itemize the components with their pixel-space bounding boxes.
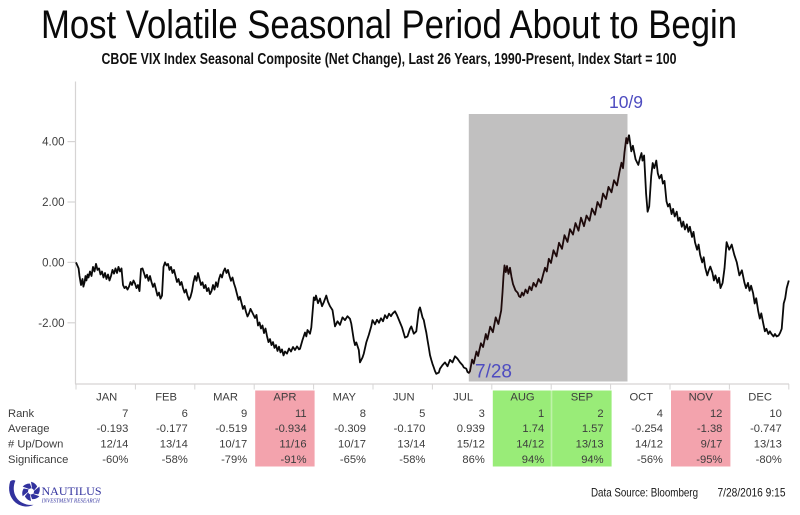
svg-text:-0.254: -0.254 xyxy=(631,423,663,435)
svg-text:MAY: MAY xyxy=(333,392,357,404)
svg-text:94%: 94% xyxy=(581,454,603,466)
svg-text:13/13: 13/13 xyxy=(754,438,782,450)
svg-text:0.939: 0.939 xyxy=(457,423,485,435)
svg-text:13/14: 13/14 xyxy=(160,438,188,450)
svg-text:Significance: Significance xyxy=(8,454,68,466)
svg-text:12: 12 xyxy=(710,408,722,420)
svg-text:SEP: SEP xyxy=(571,392,593,404)
svg-text:13/14: 13/14 xyxy=(397,438,425,450)
svg-text:-56%: -56% xyxy=(637,454,663,466)
svg-text:5: 5 xyxy=(419,408,425,420)
svg-text:4: 4 xyxy=(657,408,663,420)
svg-text:7/28: 7/28 xyxy=(475,362,512,383)
svg-text:10/17: 10/17 xyxy=(219,438,247,450)
svg-text:2: 2 xyxy=(597,408,603,420)
svg-text:JUN: JUN xyxy=(393,392,415,404)
svg-text:NAUTILUS: NAUTILUS xyxy=(42,485,102,498)
svg-text:DEC: DEC xyxy=(748,392,772,404)
svg-text:9/17: 9/17 xyxy=(701,438,723,450)
svg-text:86%: 86% xyxy=(462,454,484,466)
svg-text:10: 10 xyxy=(769,408,781,420)
svg-text:0.00: 0.00 xyxy=(42,257,64,269)
svg-text:6: 6 xyxy=(182,408,188,420)
svg-text:Data Source: Bloomberg: Data Source: Bloomberg xyxy=(591,486,698,500)
svg-text:INVESTMENT RESEARCH: INVESTMENT RESEARCH xyxy=(41,498,100,504)
svg-text:10/9: 10/9 xyxy=(609,92,643,112)
svg-text:1.74: 1.74 xyxy=(522,423,544,435)
svg-text:-0.193: -0.193 xyxy=(97,423,129,435)
svg-text:-1.38: -1.38 xyxy=(697,423,723,435)
svg-text:14/12: 14/12 xyxy=(635,438,663,450)
svg-text:-0.170: -0.170 xyxy=(394,423,426,435)
svg-text:# Up/Down: # Up/Down xyxy=(8,438,63,450)
svg-text:12/14: 12/14 xyxy=(100,438,128,450)
svg-text:7: 7 xyxy=(122,408,128,420)
svg-text:4.00: 4.00 xyxy=(42,137,64,149)
svg-text:13/13: 13/13 xyxy=(576,438,604,450)
svg-text:JAN: JAN xyxy=(96,392,117,404)
svg-text:9: 9 xyxy=(241,408,247,420)
svg-text:Rank: Rank xyxy=(8,408,35,420)
svg-text:15/12: 15/12 xyxy=(457,438,485,450)
svg-text:-80%: -80% xyxy=(756,454,782,466)
svg-text:-0.309: -0.309 xyxy=(334,423,366,435)
svg-text:-65%: -65% xyxy=(340,454,366,466)
svg-text:1: 1 xyxy=(538,408,544,420)
svg-text:APR: APR xyxy=(273,392,296,404)
svg-text:11/16: 11/16 xyxy=(279,438,306,450)
svg-text:-0.747: -0.747 xyxy=(750,423,782,435)
svg-text:FEB: FEB xyxy=(155,392,177,404)
svg-text:NOV: NOV xyxy=(689,392,714,404)
svg-text:JUL: JUL xyxy=(453,392,473,404)
svg-text:CBOE VIX Index Seasonal Compos: CBOE VIX Index Seasonal Composite (Net C… xyxy=(102,51,677,68)
svg-text:-0.519: -0.519 xyxy=(215,423,247,435)
svg-text:-58%: -58% xyxy=(162,454,188,466)
svg-text:-58%: -58% xyxy=(399,454,425,466)
svg-text:-79%: -79% xyxy=(221,454,247,466)
svg-text:AUG: AUG xyxy=(510,392,534,404)
svg-text:-91%: -91% xyxy=(280,454,306,466)
svg-text:-0.934: -0.934 xyxy=(275,423,307,435)
svg-text:2.00: 2.00 xyxy=(42,197,64,209)
svg-text:11: 11 xyxy=(295,408,307,420)
svg-text:-60%: -60% xyxy=(102,454,128,466)
svg-text:94%: 94% xyxy=(522,454,544,466)
svg-text:OCT: OCT xyxy=(629,392,653,404)
svg-text:7/28/2016 9:15: 7/28/2016 9:15 xyxy=(718,486,786,500)
svg-text:Average: Average xyxy=(8,423,49,435)
svg-text:10/17: 10/17 xyxy=(338,438,366,450)
svg-text:Most Volatile Seasonal Period: Most Volatile Seasonal Period About to B… xyxy=(41,3,737,47)
svg-text:8: 8 xyxy=(360,408,366,420)
svg-text:3: 3 xyxy=(479,408,485,420)
svg-text:1.57: 1.57 xyxy=(582,423,604,435)
svg-text:14/12: 14/12 xyxy=(516,438,544,450)
svg-text:MAR: MAR xyxy=(213,392,238,404)
svg-text:-95%: -95% xyxy=(696,454,722,466)
svg-text:-0.177: -0.177 xyxy=(156,423,188,435)
svg-text:-2.00: -2.00 xyxy=(38,318,64,330)
